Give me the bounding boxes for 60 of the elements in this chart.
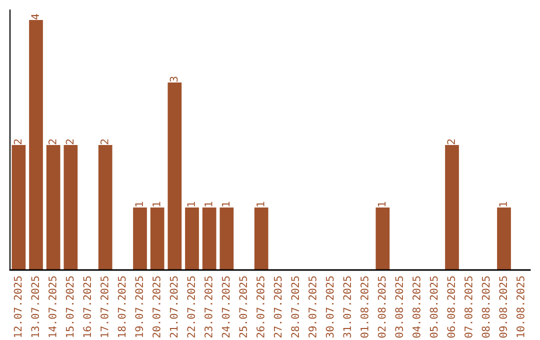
- x-tick-label: 04.08.2025: [412, 276, 420, 338]
- x-tick-label: 28.07.2025: [291, 276, 300, 338]
- x-tick-label: 03.08.2025: [395, 276, 404, 338]
- x-tick-label: 29.07.2025: [308, 276, 316, 338]
- bar: [98, 145, 112, 270]
- x-tick-label: 13.07.2025: [31, 276, 40, 338]
- x-tick-label: 14.07.2025: [48, 276, 56, 338]
- bar: [150, 208, 164, 270]
- x-tick-label: 21.07.2025: [170, 276, 178, 338]
- data-label: 3: [170, 76, 178, 82]
- x-tick-label: 20.07.2025: [152, 276, 160, 338]
- bar: [64, 145, 78, 270]
- data-label: 1: [152, 202, 160, 206]
- x-tick-label: 17.07.2025: [100, 276, 108, 338]
- x-tick-label: 10.08.2025: [516, 276, 524, 338]
- x-tick-label: 26.07.2025: [256, 276, 264, 338]
- x-tick-label: 25.07.2025: [239, 276, 248, 338]
- data-label: 2: [100, 139, 108, 144]
- x-tick-label: 30.07.2025: [326, 276, 334, 338]
- data-label: 1: [187, 202, 195, 206]
- x-tick-label: 23.07.2025: [204, 276, 212, 338]
- bar: [497, 208, 511, 270]
- x-tick-label: 12.07.2025: [14, 276, 22, 338]
- data-label: 1: [135, 202, 143, 206]
- data-label: 1: [378, 202, 386, 206]
- bar: [254, 208, 268, 270]
- bar: [376, 208, 390, 270]
- bar: [445, 145, 459, 270]
- x-tick-label: 24.07.2025: [222, 276, 230, 338]
- data-label: 2: [447, 139, 455, 144]
- bar: [46, 145, 60, 270]
- x-tick-label: 31.07.2025: [343, 276, 352, 338]
- data-label: 4: [31, 14, 39, 20]
- x-tick-label: 22.07.2025: [187, 276, 196, 338]
- bar: [29, 20, 43, 270]
- x-tick-label: 06.08.2025: [447, 276, 456, 338]
- x-tick-label: 27.07.2025: [274, 276, 282, 338]
- x-tick-label: 16.07.2025: [83, 276, 92, 338]
- x-tick-label: 19.07.2025: [135, 276, 144, 338]
- data-label: 1: [204, 202, 212, 206]
- x-tick-label: 18.07.2025: [118, 276, 126, 338]
- data-label: 2: [48, 139, 56, 144]
- bar: [168, 82, 182, 270]
- bar: [202, 208, 216, 270]
- data-label: 1: [499, 202, 507, 206]
- bar: [12, 145, 26, 270]
- bar: [185, 208, 199, 270]
- bar: [220, 208, 234, 270]
- x-tick-label: 09.08.2025: [499, 276, 508, 338]
- x-tick-label: 05.08.2025: [430, 276, 438, 338]
- x-tick-label: 02.08.2025: [378, 276, 386, 338]
- data-label: 1: [222, 202, 230, 206]
- data-label: 2: [66, 139, 74, 144]
- bar: [133, 208, 147, 270]
- data-label: 2: [14, 139, 22, 144]
- x-tick-label: 01.08.2025: [360, 276, 368, 338]
- data-label: 1: [256, 202, 264, 206]
- x-tick-label: 15.07.2025: [66, 276, 74, 338]
- x-tick-label: 08.08.2025: [482, 276, 490, 338]
- x-tick-label: 07.08.2025: [464, 276, 472, 338]
